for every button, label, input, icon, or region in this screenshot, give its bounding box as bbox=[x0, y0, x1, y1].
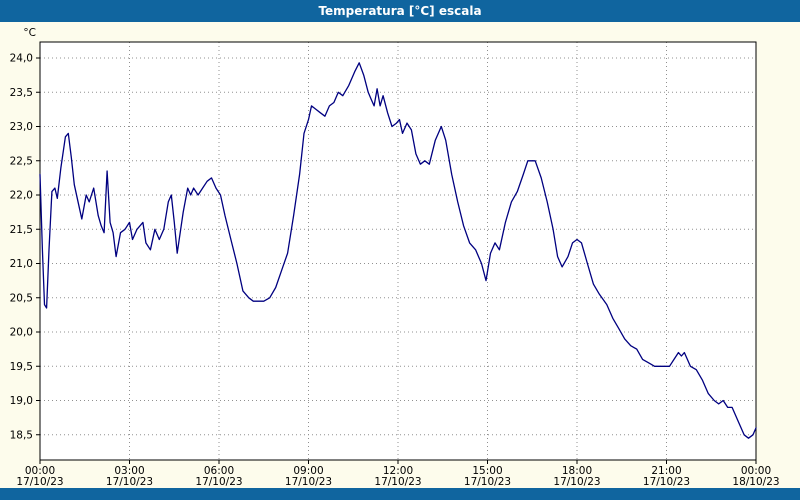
x-tick-time-label: 21:00 bbox=[651, 465, 681, 477]
x-tick-date-label: 17/10/23 bbox=[195, 476, 242, 488]
x-tick-time-label: 00:00 bbox=[25, 465, 55, 477]
y-tick-label: 21,5 bbox=[10, 224, 33, 236]
x-tick-time-label: 06:00 bbox=[204, 465, 234, 477]
y-tick-label: 22,5 bbox=[10, 155, 33, 167]
y-tick-label: 20,0 bbox=[10, 327, 33, 339]
y-tick-label: 19,0 bbox=[10, 395, 33, 407]
y-tick-label: 22,0 bbox=[10, 190, 33, 202]
y-tick-label: 23,0 bbox=[10, 121, 33, 133]
y-tick-label: 24,0 bbox=[10, 53, 33, 65]
y-tick-label: 19,5 bbox=[10, 361, 33, 373]
x-tick-date-label: 17/10/23 bbox=[374, 476, 421, 488]
plot-background bbox=[40, 42, 756, 460]
temperature-chart: 24,0 23,5 23,0 22,5 22,0 21,5 21,0 20,5 20,0 19,5… bbox=[10, 27, 780, 488]
y-tick-label: 21,0 bbox=[10, 258, 33, 270]
x-tick-time-label: 03:00 bbox=[114, 465, 144, 477]
x-tick-date-label: 17/10/23 bbox=[16, 476, 63, 488]
x-tick-time-label: 12:00 bbox=[383, 465, 413, 477]
y-tick-label: 23,5 bbox=[10, 87, 33, 99]
x-tick-time-label: 00:00 bbox=[741, 465, 771, 477]
x-tick-date-label: 18/10/23 bbox=[732, 476, 779, 488]
y-tick-label: 20,5 bbox=[10, 292, 33, 304]
temperature-line bbox=[39, 62, 757, 439]
title-bar: Temperatura [°C] escala bbox=[0, 0, 800, 22]
chart-area: 24,0 23,5 23,0 22,5 22,0 21,5 21,0 20,5 20,0 19,5… bbox=[0, 22, 800, 488]
x-tick-time-label: 18:00 bbox=[562, 465, 592, 477]
x-tick-date-label: 17/10/23 bbox=[106, 476, 153, 488]
x-tick-time-label: 09:00 bbox=[293, 465, 323, 477]
x-tick-time-label: 15:00 bbox=[472, 465, 502, 477]
page-title: Temperatura [°C] escala bbox=[318, 4, 482, 18]
x-tick-date-label: 17/10/23 bbox=[464, 476, 511, 488]
x-tick-date-label: 17/10/23 bbox=[285, 476, 332, 488]
y-tick-label: 18,5 bbox=[10, 429, 33, 441]
footer-bar bbox=[0, 488, 800, 500]
x-tick-date-label: 17/10/23 bbox=[553, 476, 600, 488]
x-tick-date-label: 17/10/23 bbox=[643, 476, 690, 488]
y-axis-unit-label: °C bbox=[23, 27, 36, 39]
